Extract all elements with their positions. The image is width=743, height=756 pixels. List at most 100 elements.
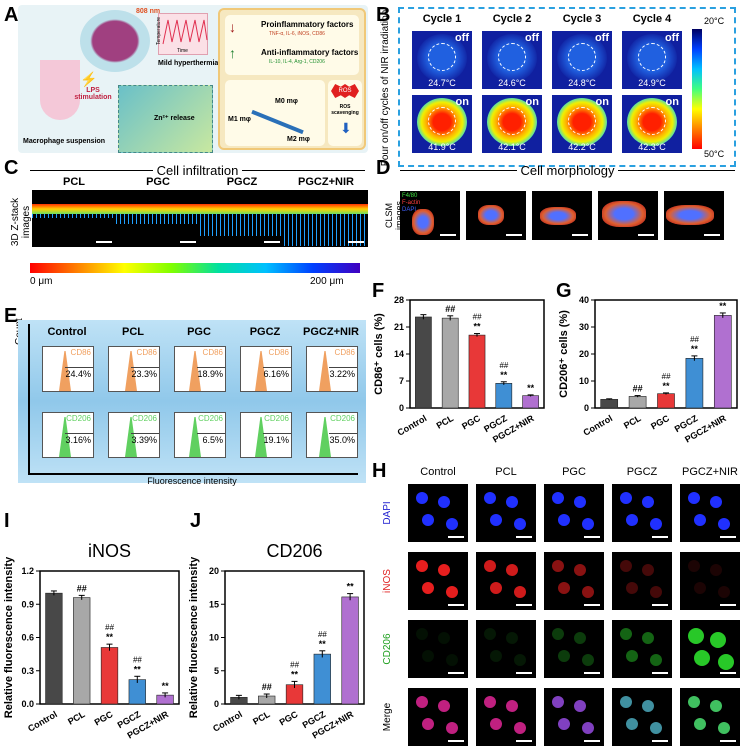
fluorescence-image — [476, 688, 536, 746]
histogram-cd86: CD86 18.9% — [174, 346, 226, 392]
cell-nucleus — [642, 496, 654, 508]
scale-bar — [720, 672, 736, 674]
zstack-group-label: PCL — [63, 176, 85, 188]
m0-label: M0 mφ — [275, 98, 298, 105]
temperature-readout: 42.2°C — [568, 142, 596, 152]
mechanism-box: ↓ Proinflammatory factors TNF-α, IL-6, i… — [218, 8, 366, 150]
scale-bar — [720, 604, 736, 606]
significance-mark: ** — [719, 301, 727, 311]
bar-control — [415, 316, 432, 409]
imaging-group-label: PGCZ+NIR — [682, 466, 738, 478]
cell-nucleus — [626, 650, 638, 662]
thermal-image-on: on 41.9°C — [412, 95, 472, 153]
cell-infiltration-title: Cell infiltration — [30, 163, 365, 178]
cell-nucleus — [552, 628, 564, 640]
ros-box: ROS ROS scavenging ⬇ — [328, 80, 362, 146]
thermal-image-off: off 24.9°C — [622, 31, 682, 89]
y-tick-label: 10 — [209, 633, 219, 643]
infiltrated-cells — [32, 214, 116, 218]
histogram-cd206: CD206 35.0% — [306, 412, 358, 458]
cell-nucleus — [438, 632, 450, 644]
significance-mark: ## — [133, 655, 142, 664]
polarization-box: M0 mφ M1 mφ M2 mφ — [225, 80, 325, 146]
panel-label-j: J — [190, 510, 202, 532]
cell-nucleus — [718, 518, 730, 530]
x-tick-label: PCL — [622, 413, 643, 431]
clsm-image: PGCZ+NIR — [664, 191, 724, 240]
cell-nucleus — [446, 518, 458, 530]
cell-nucleus — [446, 654, 458, 666]
significance-mark: ## — [690, 335, 699, 344]
flow-group-label: PGC — [187, 326, 211, 338]
panel-label-h: H — [372, 460, 387, 482]
scale-bar — [96, 241, 112, 243]
scaffold-illustration — [80, 10, 150, 72]
temperature-readout: 24.7°C — [428, 78, 456, 88]
cell-nucleus — [422, 582, 434, 594]
scale-bar — [516, 604, 532, 606]
cell-nucleus — [558, 514, 570, 526]
cycle-label: Cycle 4 — [632, 13, 672, 25]
anti-list: IL-10, IL-4, Arg-1, CD206 — [269, 59, 325, 65]
cell-nucleus — [438, 700, 450, 712]
state-label: on — [665, 96, 679, 108]
fluorescence-image — [476, 620, 536, 678]
imaging-group-label: PGCZ — [626, 466, 658, 478]
cell-nucleus — [718, 586, 730, 598]
roi-circle — [568, 43, 596, 71]
cell-nucleus — [694, 718, 706, 730]
cell-morphology-text: Cell morphology — [520, 163, 615, 178]
histogram-cd206: CD206 6.5% — [174, 412, 226, 458]
positive-percentage: 6.16% — [263, 369, 289, 379]
cell-nucleus — [490, 650, 502, 662]
cell-nucleus — [620, 628, 632, 640]
scale-bar — [584, 740, 600, 742]
cycle-label: Cycle 1 — [422, 13, 462, 25]
state-label: on — [455, 96, 469, 108]
y-axis-label: Relative fluorescence intensity — [3, 556, 15, 718]
cell-nucleus — [514, 518, 526, 530]
cell-nucleus — [626, 582, 638, 594]
significance-mark: ** — [319, 639, 327, 649]
ros-label: ROS — [331, 84, 359, 98]
roi-circle — [428, 43, 456, 71]
cell-nucleus — [710, 564, 722, 576]
gate-line — [65, 367, 93, 368]
m2-label: M2 mφ — [287, 136, 310, 143]
cell-nucleus — [710, 700, 722, 712]
cycle-label: Cycle 2 — [492, 13, 532, 25]
cell-nucleus — [574, 564, 586, 576]
panel-label-b: B — [376, 4, 391, 26]
thermal-image-on: on 42.3°C — [622, 95, 682, 153]
significance-mark: ## — [290, 660, 299, 669]
m1-label: M1 mφ — [228, 116, 251, 123]
panel-label-e: E — [4, 305, 18, 327]
x-tick-label: Control — [211, 709, 244, 734]
fluorescence-image — [544, 552, 604, 610]
cell-nucleus — [688, 492, 700, 504]
gate-line — [131, 367, 159, 368]
significance-mark: ** — [473, 322, 481, 332]
cell-nucleus — [718, 654, 734, 670]
zstack-image: PGCZ+NIR — [284, 176, 368, 247]
cell-nucleus — [484, 696, 496, 708]
cell-nucleus — [422, 650, 434, 662]
roi-circle — [498, 43, 526, 71]
cell-nucleus — [446, 722, 458, 734]
cell-nucleus — [650, 586, 662, 598]
gate-line — [329, 433, 357, 434]
gate-line — [263, 367, 291, 368]
scale-bar — [652, 536, 668, 538]
fluorescence-image — [680, 552, 740, 610]
scale-bar — [638, 234, 654, 236]
bar-pgcz-nir — [713, 315, 732, 409]
clsm-image: PGCZ — [598, 191, 658, 240]
scale-bar — [516, 536, 532, 538]
cell — [666, 205, 714, 225]
cell-nucleus — [620, 696, 632, 708]
cell-nucleus — [552, 696, 564, 708]
temperature-readout: 41.9°C — [428, 142, 456, 152]
x-tick-label: Control — [26, 709, 59, 734]
bar-pgcz-nir — [522, 395, 539, 409]
cell-nucleus — [484, 492, 496, 504]
